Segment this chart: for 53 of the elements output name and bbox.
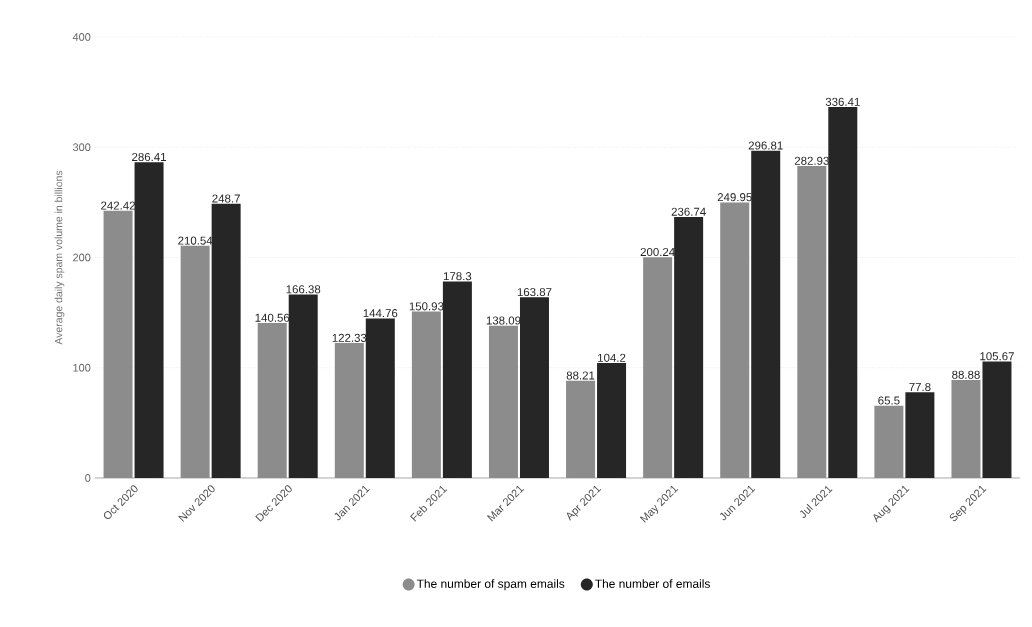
y-axis-title: Average daily spam volume in billions — [54, 170, 65, 345]
bar — [180, 245, 210, 478]
bar — [257, 323, 287, 478]
data-label: 77.8 — [909, 382, 931, 392]
bar — [643, 257, 673, 478]
data-label: 140.56 — [255, 313, 290, 322]
data-label: 105.67 — [980, 352, 1014, 361]
y-tick-label: 100 — [73, 363, 91, 372]
y-tick-label: 0 — [85, 474, 91, 482]
bar — [288, 294, 318, 478]
data-label: 248.7 — [212, 194, 240, 203]
data-label: 88.88 — [952, 370, 980, 379]
data-label: 104.2 — [598, 353, 626, 362]
bar — [674, 216, 704, 478]
y-tick-label: 200 — [73, 253, 91, 262]
legend-label: The number of emails — [595, 579, 710, 588]
data-label: 138.09 — [486, 316, 521, 325]
data-label: 336.41 — [825, 97, 860, 106]
bar — [720, 202, 750, 478]
bar — [597, 363, 627, 478]
bar — [797, 166, 827, 478]
bar — [411, 311, 441, 478]
bar — [874, 405, 904, 478]
y-tick-label: 400 — [72, 33, 91, 41]
bar — [365, 318, 395, 478]
data-label: 122.33 — [332, 333, 367, 342]
data-label: 286.41 — [132, 152, 167, 162]
bar — [211, 203, 241, 478]
bar — [566, 380, 596, 478]
bar — [751, 150, 781, 478]
bar — [334, 343, 364, 478]
y-tick-label: 300 — [72, 143, 91, 152]
data-label: 163.87 — [517, 288, 552, 297]
bar — [488, 325, 518, 478]
data-label: 150.93 — [409, 302, 444, 311]
data-label: 65.5 — [878, 396, 900, 405]
data-label: 88.21 — [566, 371, 595, 380]
bar — [103, 210, 133, 478]
bar — [982, 361, 1012, 478]
bar — [519, 297, 549, 478]
data-label: 144.76 — [363, 309, 398, 318]
legend-label: The number of spam emails — [416, 579, 565, 591]
bar — [828, 107, 858, 478]
data-label: 236.74 — [671, 207, 706, 216]
bar — [134, 162, 164, 478]
bar — [951, 379, 981, 478]
data-label: 242.42 — [101, 201, 135, 210]
data-label: 210.54 — [178, 236, 213, 245]
data-label: 166.38 — [286, 285, 321, 294]
data-label: 178.3 — [443, 272, 472, 281]
data-label: 296.81 — [748, 141, 783, 150]
bar — [442, 281, 472, 478]
bar — [905, 392, 935, 478]
